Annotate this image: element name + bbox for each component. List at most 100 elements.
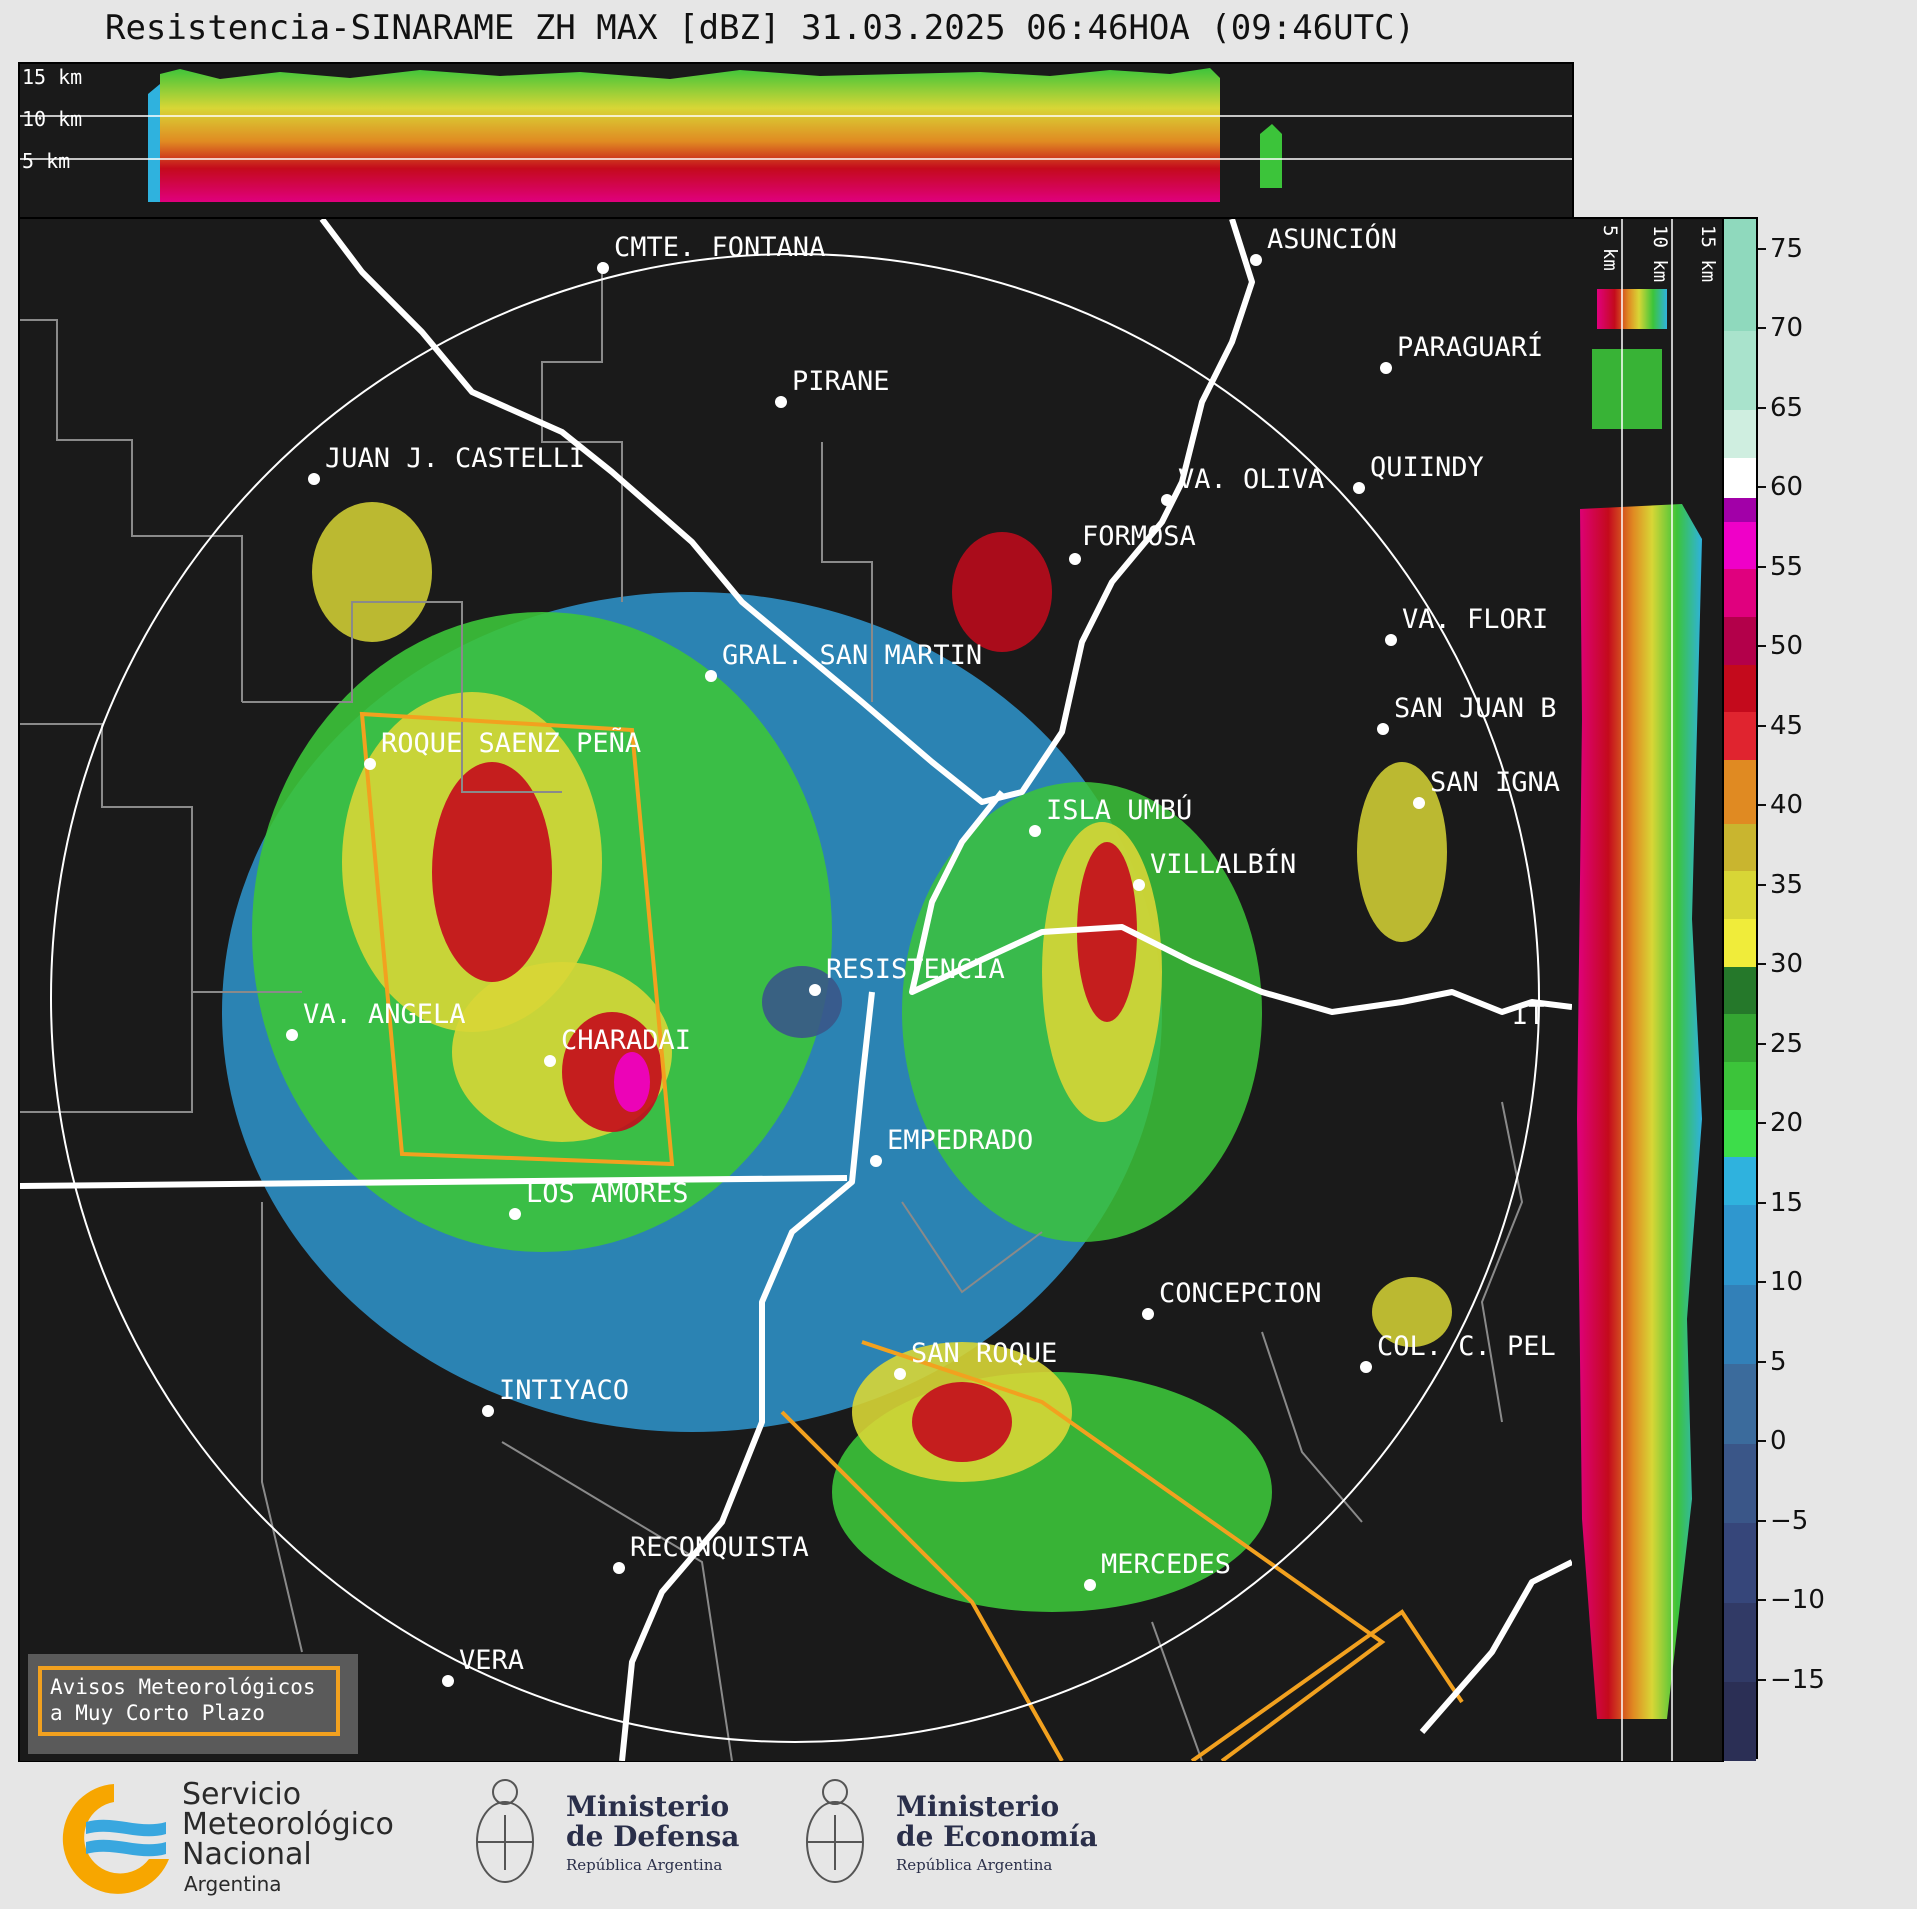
colorbar-tick-mark bbox=[1758, 1042, 1766, 1045]
city-label: QUIINDY bbox=[1370, 452, 1484, 483]
colorbar-tick-label: 10 bbox=[1770, 1267, 1804, 1298]
top-echo-cell-right bbox=[1260, 124, 1282, 188]
side-cross-section-panel: 5 km 10 km 15 km bbox=[1572, 217, 1724, 1763]
echo-red-west bbox=[432, 762, 552, 982]
city-label: PARAGUARÍ bbox=[1397, 331, 1543, 363]
colorbar-band bbox=[1724, 664, 1756, 713]
city-marker bbox=[364, 758, 376, 770]
city-marker bbox=[1084, 1579, 1096, 1591]
river-parana-upper bbox=[909, 790, 1572, 1015]
city-label: LOS AMORES bbox=[526, 1178, 689, 1209]
city-marker bbox=[308, 473, 320, 485]
city-label: CONCEPCION bbox=[1159, 1278, 1322, 1309]
footer: Servicio Meteorológico Nacional Argentin… bbox=[0, 1762, 1917, 1909]
colorbar-band bbox=[1724, 1109, 1756, 1158]
city-marker bbox=[1029, 825, 1041, 837]
echo-magenta-cell bbox=[614, 1052, 650, 1112]
city-label: PIRANE bbox=[792, 366, 890, 397]
coat-of-arms-icon bbox=[806, 1779, 864, 1883]
city-label: IT bbox=[1512, 1000, 1545, 1031]
city-label: JUAN J. CASTELLI bbox=[325, 443, 585, 474]
city-marker bbox=[1133, 879, 1145, 891]
colorbar-band bbox=[1724, 870, 1756, 919]
colorbar-tick-mark bbox=[1758, 406, 1766, 409]
colorbar-tick-mark bbox=[1758, 1599, 1766, 1602]
colorbar-band bbox=[1724, 1602, 1756, 1682]
colorbar-band bbox=[1724, 966, 1756, 1015]
city-label: SAN ROQUE bbox=[911, 1338, 1057, 1369]
city-label: VA. FLORI bbox=[1402, 604, 1548, 635]
colorbar-tick-label: 70 bbox=[1770, 313, 1804, 344]
colorbar-tick-mark bbox=[1758, 1440, 1766, 1443]
colorbar-band bbox=[1724, 1443, 1756, 1524]
city-marker bbox=[442, 1675, 454, 1687]
warning-polygon-corrientes bbox=[861, 1340, 1386, 1761]
smn-name-line1: Servicio bbox=[182, 1777, 302, 1812]
echo-radar-center bbox=[762, 966, 842, 1038]
echo-cell-castelli bbox=[312, 502, 432, 642]
city-marker bbox=[544, 1055, 556, 1067]
top-echo-profile bbox=[160, 68, 1220, 202]
colorbar-tick-mark bbox=[1758, 486, 1766, 489]
height-label-5km: 5 km bbox=[22, 149, 70, 173]
top-echo-edge-left bbox=[148, 84, 160, 202]
colorbar bbox=[1722, 217, 1758, 1762]
echo-field bbox=[222, 502, 1452, 1612]
side-height-label-5km: 5 km bbox=[1599, 225, 1621, 271]
radar-map: CMTE. FONTANA ASUNCIÓN PIRANE PARAGUARÍ … bbox=[20, 219, 1572, 1761]
city-marker bbox=[1142, 1308, 1154, 1320]
colorbar-band bbox=[1724, 457, 1756, 498]
city-label: SAN JUAN B bbox=[1394, 693, 1557, 724]
economia-line1: Ministerio bbox=[896, 1790, 1060, 1823]
city-marker bbox=[705, 670, 717, 682]
colorbar-band bbox=[1724, 759, 1756, 824]
admin-boundaries bbox=[20, 262, 1524, 1761]
city-label: CHARADAI bbox=[561, 1025, 691, 1056]
province-border-chaco-santafe bbox=[20, 1175, 848, 1189]
side-echo-top bbox=[1597, 289, 1667, 329]
colorbar-tick-label: −10 bbox=[1770, 1585, 1825, 1616]
city-label: VERA bbox=[459, 1645, 524, 1676]
colorbar-band bbox=[1724, 1204, 1756, 1285]
colorbar-tick-mark bbox=[1758, 883, 1766, 886]
river-uruguay bbox=[1419, 1559, 1572, 1734]
city-label: VA. ANGELA bbox=[303, 999, 466, 1030]
side-height-label-15km: 15 km bbox=[1697, 225, 1719, 282]
city-marker bbox=[509, 1208, 521, 1220]
coat-of-arms-icon bbox=[476, 1779, 534, 1883]
colorbar-tick-mark bbox=[1758, 565, 1766, 568]
economia-line3: República Argentina bbox=[896, 1856, 1053, 1874]
city-marker bbox=[597, 262, 609, 274]
city-label: FORMOSA bbox=[1082, 521, 1196, 552]
city-label: CMTE. FONTANA bbox=[614, 232, 825, 263]
colorbar-band bbox=[1724, 409, 1756, 458]
city-marker bbox=[1360, 1361, 1372, 1373]
legend-line-1: Avisos Meteorológicos bbox=[50, 1675, 316, 1699]
colorbar-band bbox=[1724, 1061, 1756, 1110]
side-cross-section-plot: 5 km 10 km 15 km bbox=[1577, 219, 1719, 1761]
colorbar-tick-mark bbox=[1758, 804, 1766, 807]
city-marker bbox=[1385, 634, 1397, 646]
city-marker bbox=[1161, 494, 1173, 506]
warning-polygon-chaco bbox=[359, 711, 675, 1167]
echo-red-east bbox=[1077, 842, 1137, 1022]
radar-map-panel[interactable]: CMTE. FONTANA ASUNCIÓN PIRANE PARAGUARÍ … bbox=[18, 217, 1574, 1763]
echo-red-south bbox=[912, 1382, 1012, 1462]
colorbar-tick-mark bbox=[1758, 1519, 1766, 1522]
city-marker bbox=[613, 1562, 625, 1574]
defensa-line3: República Argentina bbox=[566, 1856, 723, 1874]
city-marker bbox=[870, 1155, 882, 1167]
echo-cell-formosa bbox=[952, 532, 1052, 652]
city-label: VA. OLIVA bbox=[1178, 464, 1324, 495]
city-marker bbox=[809, 984, 821, 996]
colorbar-tick-mark bbox=[1758, 327, 1766, 330]
top-cross-section-plot: 15 km 10 km 5 km bbox=[20, 65, 1572, 202]
city-marker bbox=[1250, 254, 1262, 266]
colorbar-tick-label: 50 bbox=[1770, 631, 1804, 662]
city-marker bbox=[1380, 362, 1392, 374]
colorbar-band bbox=[1724, 521, 1756, 570]
colorbar-band bbox=[1724, 1522, 1756, 1603]
border-paraguay-argentina bbox=[319, 219, 1255, 805]
smn-name-line2: Meteorológico bbox=[182, 1807, 394, 1842]
colorbar-band bbox=[1724, 711, 1756, 760]
